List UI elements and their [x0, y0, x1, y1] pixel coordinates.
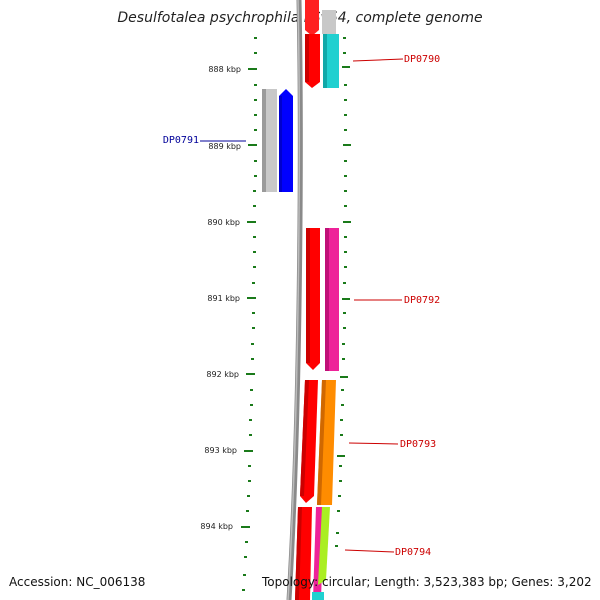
major-tick [343, 221, 351, 223]
accession-text: Accession: NC_006138 [9, 575, 146, 589]
major-tick [247, 297, 256, 299]
major-tick [343, 144, 351, 146]
major-tick [342, 66, 350, 68]
topology-text: Topology: circular; Length: 3,523,383 bp… [262, 575, 592, 589]
major-tick [337, 455, 345, 457]
gene-label-dp0794[interactable]: DP0794 [395, 547, 431, 558]
tick-label: 893 kbp [204, 446, 237, 455]
gene-dp0792[interactable] [306, 228, 339, 371]
major-tick [246, 373, 255, 375]
tick-label: 894 kbp [200, 522, 233, 531]
major-tick [244, 450, 253, 452]
gene-dp0794[interactable] [295, 507, 330, 600]
major-tick [247, 221, 256, 223]
tick-label: 892 kbp [206, 370, 239, 379]
gene-block[interactable] [318, 507, 330, 585]
major-tick [241, 526, 250, 528]
major-tick [340, 376, 348, 378]
major-tick [248, 144, 257, 146]
gene-arrow[interactable] [279, 89, 293, 192]
tick-label: 889 kbp [208, 142, 241, 151]
gene-label-dp0793[interactable]: DP0793 [400, 439, 436, 450]
right-tick-column [335, 37, 347, 547]
gene-dp0791[interactable] [262, 89, 293, 192]
tick-label: 890 kbp [207, 218, 240, 227]
tick-label: 888 kbp [208, 65, 241, 74]
gene-label-dp0791[interactable]: DP0791 [163, 135, 199, 146]
kbp-labels: 888 kbp 889 kbp 890 kbp 891 kbp 892 kbp … [200, 65, 241, 531]
leader-line [348, 442, 399, 445]
major-tick [248, 68, 257, 70]
leader-line [352, 58, 404, 62]
gene-dp0790[interactable] [305, 0, 339, 88]
left-tick-column [242, 37, 257, 591]
gene-dp0793[interactable] [300, 380, 336, 505]
genome-backbone [286, 0, 303, 600]
major-ticks-left [241, 68, 257, 528]
tick-label: 891 kbp [207, 294, 240, 303]
gene-label-dp0792[interactable]: DP0792 [404, 295, 440, 306]
gene-label-dp0790[interactable]: DP0790 [404, 54, 440, 65]
leader-line [344, 549, 395, 553]
major-ticks-right [337, 66, 351, 457]
major-tick [342, 298, 350, 300]
gene-arrow[interactable] [305, 0, 319, 36]
